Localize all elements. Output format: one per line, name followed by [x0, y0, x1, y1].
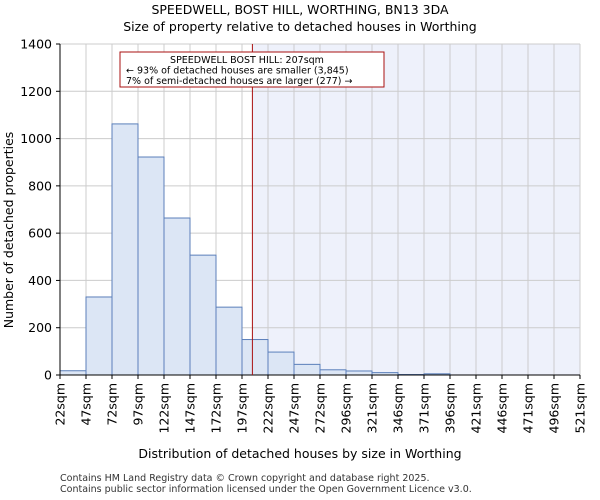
- x-tick-label: 272sqm: [313, 383, 328, 433]
- y-tick-label: 800: [28, 178, 52, 193]
- x-tick-label: 396sqm: [443, 383, 458, 433]
- histogram-chart: SPEEDWELL, BOST HILL, WORTHING, BN13 3DA…: [1, 2, 588, 461]
- annotation-line-1: SPEEDWELL BOST HILL: 207sqm: [170, 55, 324, 66]
- y-tick-label: 600: [28, 226, 52, 241]
- x-tick-label: 321sqm: [365, 383, 380, 433]
- annotation-line-2: ← 93% of detached houses are smaller (3,…: [126, 66, 349, 77]
- x-tick-label: 47sqm: [79, 383, 94, 426]
- x-tick-label: 222sqm: [261, 383, 276, 433]
- chart-title-line2: Size of property relative to detached ho…: [123, 19, 476, 34]
- y-tick-label: 0: [44, 368, 52, 383]
- histogram-bar: [345, 370, 373, 376]
- x-axis-label: Distribution of detached houses by size …: [138, 446, 461, 461]
- x-tick-label: 247sqm: [287, 383, 302, 433]
- x-tick-label: 346sqm: [391, 383, 406, 433]
- x-tick-label: 296sqm: [339, 383, 354, 433]
- chart-title-line1: SPEEDWELL, BOST HILL, WORTHING, BN13 3DA: [151, 2, 449, 17]
- histogram-bar: [111, 123, 139, 376]
- x-tick-label: 446sqm: [495, 383, 510, 433]
- x-tick-label: 496sqm: [547, 383, 562, 433]
- histogram-bar: [137, 156, 165, 376]
- histogram-bar: [163, 217, 191, 376]
- annotation-line-3: 7% of semi-detached houses are larger (2…: [126, 76, 353, 87]
- x-tick-label: 471sqm: [521, 383, 536, 433]
- y-tick-label: 1200: [20, 84, 52, 99]
- histogram-bar: [215, 306, 243, 376]
- annotation-box: [119, 51, 385, 88]
- histogram-bar: [59, 370, 87, 376]
- x-tick-label: 122sqm: [157, 383, 172, 433]
- footer-line-1: Contains HM Land Registry data © Crown c…: [60, 473, 430, 484]
- x-tick-label: 371sqm: [417, 383, 432, 433]
- histogram-bar: [189, 254, 217, 376]
- histogram-bar: [267, 351, 295, 376]
- x-tick-label: 421sqm: [469, 383, 484, 433]
- footer-line-2: Contains public sector information licen…: [60, 484, 472, 495]
- x-tick-label: 172sqm: [209, 383, 224, 433]
- histogram-bar: [241, 339, 269, 376]
- x-tick-label: 147sqm: [183, 383, 198, 433]
- histogram-bar: [293, 363, 321, 376]
- x-tick-label: 22sqm: [53, 383, 68, 426]
- x-tick-label: 97sqm: [131, 383, 146, 426]
- y-tick-label: 1400: [20, 37, 52, 52]
- y-axis-label: Number of detached properties: [1, 132, 16, 329]
- x-tick-label: 72sqm: [105, 383, 120, 426]
- y-tick-label: 200: [28, 320, 52, 335]
- highlight-region: [252, 44, 580, 375]
- histogram-bar: [85, 296, 113, 376]
- plot-area: 0 200 400 600 800 1000 1200 1400 22sqm 47sqm 72sqm…: [20, 37, 587, 434]
- y-tick-label: 1000: [20, 131, 52, 146]
- x-tick-label: 521sqm: [573, 383, 588, 433]
- histogram-bar: [319, 369, 347, 376]
- y-tick-label: 400: [28, 273, 52, 288]
- x-tick-label: 197sqm: [235, 383, 250, 433]
